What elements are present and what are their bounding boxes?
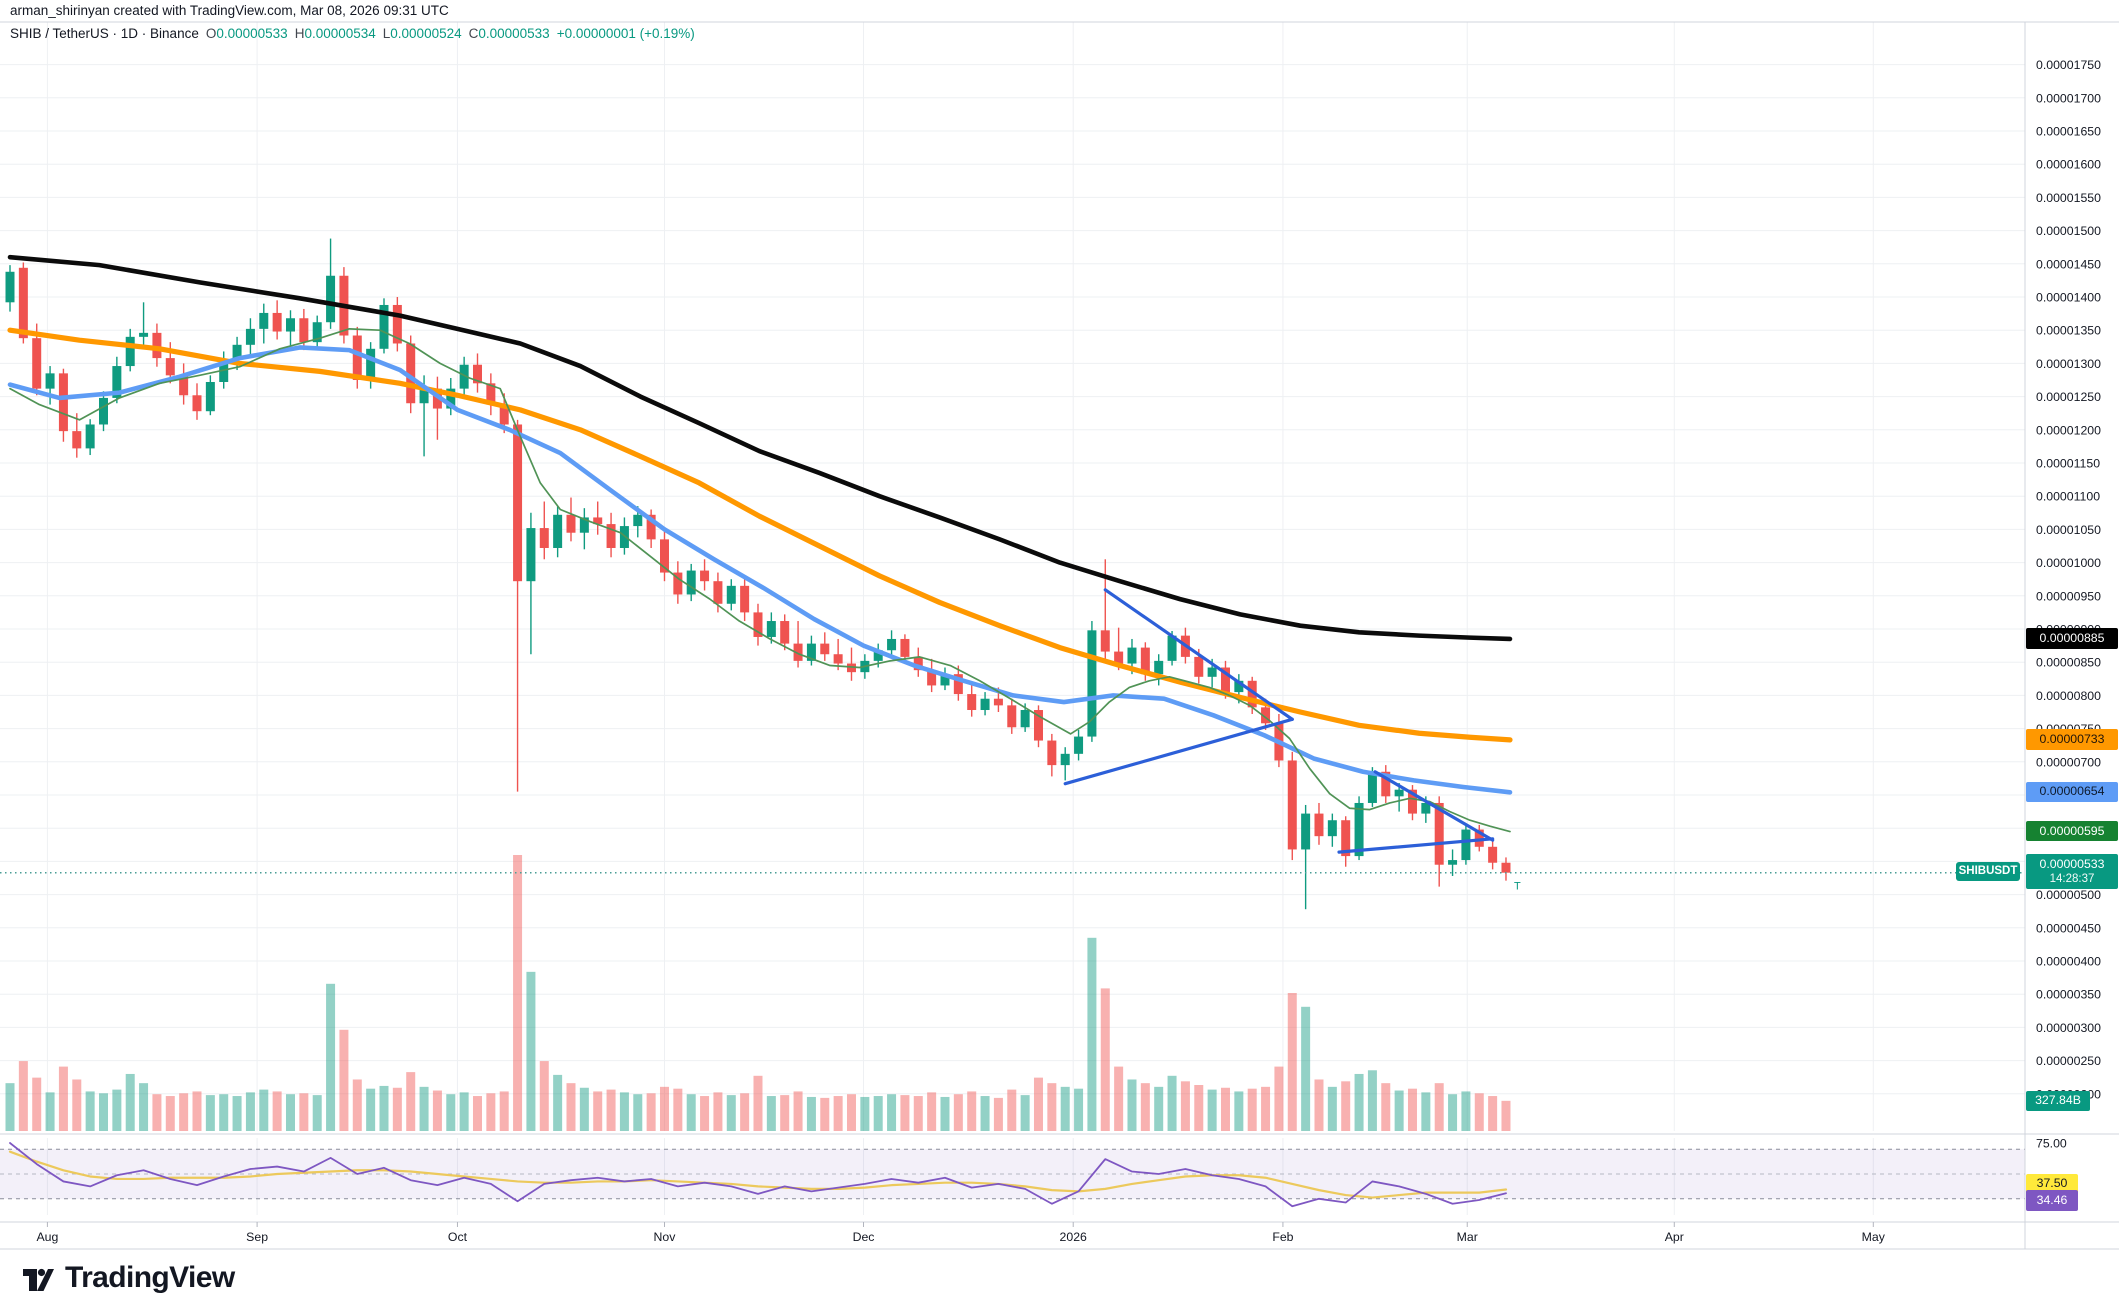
svg-text:0.00000350: 0.00000350 (2036, 988, 2101, 1002)
time-tick-Nov: Nov (654, 1230, 677, 1244)
ma-mid-price-label: 0.00000733 (2026, 729, 2118, 750)
volume-value-label: 327.84B (2026, 1090, 2090, 1112)
svg-text:75.00: 75.00 (2036, 1137, 2067, 1151)
svg-text:0.00000800: 0.00000800 (2036, 689, 2101, 703)
attribution-text: arman_shirinyan created with TradingView… (10, 3, 449, 18)
change-value: +0.00000001 (+0.19%) (556, 26, 695, 41)
svg-text:0.00001050: 0.00001050 (2036, 523, 2101, 537)
svg-text:0.00001500: 0.00001500 (2036, 224, 2101, 238)
svg-text:0.00000300: 0.00000300 (2036, 1021, 2101, 1035)
svg-text:0.00000500: 0.00000500 (2036, 888, 2101, 902)
tradingview-logo-text: TradingView (65, 1261, 235, 1294)
rsi-pane (0, 1142, 2025, 1208)
svg-text:0.00001350: 0.00001350 (2036, 324, 2101, 338)
ma-fast-green (9, 328, 1511, 833)
svg-text:0.00000700: 0.00000700 (2036, 755, 2101, 769)
rsi-value-label: 34.46 (2026, 1190, 2078, 1211)
grid-lines (0, 22, 2025, 1215)
time-tick-May: May (1862, 1230, 1886, 1244)
time-tick-2026: 2026 (1060, 1230, 1088, 1244)
svg-text:0.00001550: 0.00001550 (2036, 191, 2101, 205)
ohlc-open: O 0.00000533 (205, 26, 288, 41)
svg-text:0.00001100: 0.00001100 (2036, 490, 2100, 504)
volume-bars (5, 855, 1511, 1131)
price-line: T (0, 871, 2025, 893)
tradingview-logo-icon (23, 1268, 54, 1291)
ohlc-low: L 0.00000524 (382, 26, 462, 41)
symbol-legend: SHIB / TetherUS · 1D · Binance O 0.000005… (10, 26, 695, 41)
time-tick-Sep: Sep (246, 1230, 268, 1244)
svg-text:0.00000950: 0.00000950 (2036, 589, 2101, 603)
svg-text:0.00000450: 0.00000450 (2036, 921, 2101, 935)
svg-text:0.00000400: 0.00000400 (2036, 955, 2101, 969)
svg-text:0.00001200: 0.00001200 (2036, 423, 2101, 437)
svg-text:0.00001000: 0.00001000 (2036, 556, 2101, 570)
ma-short-blue (7, 345, 1513, 795)
attribution-label: arman_shirinyan created with TradingView… (10, 3, 449, 18)
svg-text:0.00001600: 0.00001600 (2036, 158, 2101, 172)
symbol-title: SHIB / TetherUS · 1D · Binance (10, 26, 199, 41)
ohlc-close: C 0.00000533 (468, 26, 550, 41)
last-price-label: 0.00000533 14:28:37 (2026, 853, 2118, 890)
time-tick-Dec: Dec (853, 1230, 875, 1244)
pane-separators (0, 21, 2119, 1250)
svg-text:0.00001250: 0.00001250 (2036, 390, 2101, 404)
bar-countdown: 14:28:37 (2049, 873, 2095, 886)
time-tick-Mar: Mar (1457, 1230, 1478, 1244)
price-line-handle[interactable]: T (1514, 881, 1521, 893)
svg-text:0.00000250: 0.00000250 (2036, 1054, 2101, 1068)
ma-long-price-label: 0.00000885 (2026, 628, 2118, 649)
rsi-ma-value-label: 37.50 (2026, 1173, 2078, 1194)
last-price-value: 0.00000533 (2039, 856, 2105, 871)
ma-short-price-label: 0.00000654 (2026, 781, 2118, 803)
ma-long-black (7, 254, 1513, 642)
svg-text:0.00001400: 0.00001400 (2036, 291, 2101, 305)
svg-text:0.00001700: 0.00001700 (2036, 91, 2101, 105)
ma-fast-price-label: 0.00000595 (2026, 821, 2118, 842)
svg-text:0.00001450: 0.00001450 (2036, 257, 2101, 271)
tradingview-logo[interactable]: TradingView (20, 1260, 235, 1296)
svg-text:0.00001650: 0.00001650 (2036, 125, 2101, 139)
moving-averages (7, 254, 1513, 833)
candlesticks (5, 238, 1511, 910)
time-tick-Feb: Feb (1272, 1230, 1293, 1244)
svg-text:0.00001300: 0.00001300 (2036, 357, 2101, 371)
svg-text:0.00000850: 0.00000850 (2036, 656, 2101, 670)
ohlc-high: H 0.00000534 (294, 26, 376, 41)
trendline-drawings[interactable] (1063, 588, 1495, 854)
svg-text:0.00001750: 0.00001750 (2036, 58, 2101, 72)
ma-mid-orange (7, 327, 1513, 743)
time-tick-Aug: Aug (36, 1230, 58, 1244)
time-axis[interactable]: Aug Sep Oct Nov Dec 2026 Feb Mar Apr May (36, 1222, 1886, 1244)
svg-text:0.00001150: 0.00001150 (2036, 457, 2100, 471)
time-tick-Oct: Oct (448, 1230, 468, 1244)
time-tick-Apr: Apr (1665, 1230, 1684, 1244)
symbol-price-tag: SHIBUSDT (1956, 861, 2020, 881)
